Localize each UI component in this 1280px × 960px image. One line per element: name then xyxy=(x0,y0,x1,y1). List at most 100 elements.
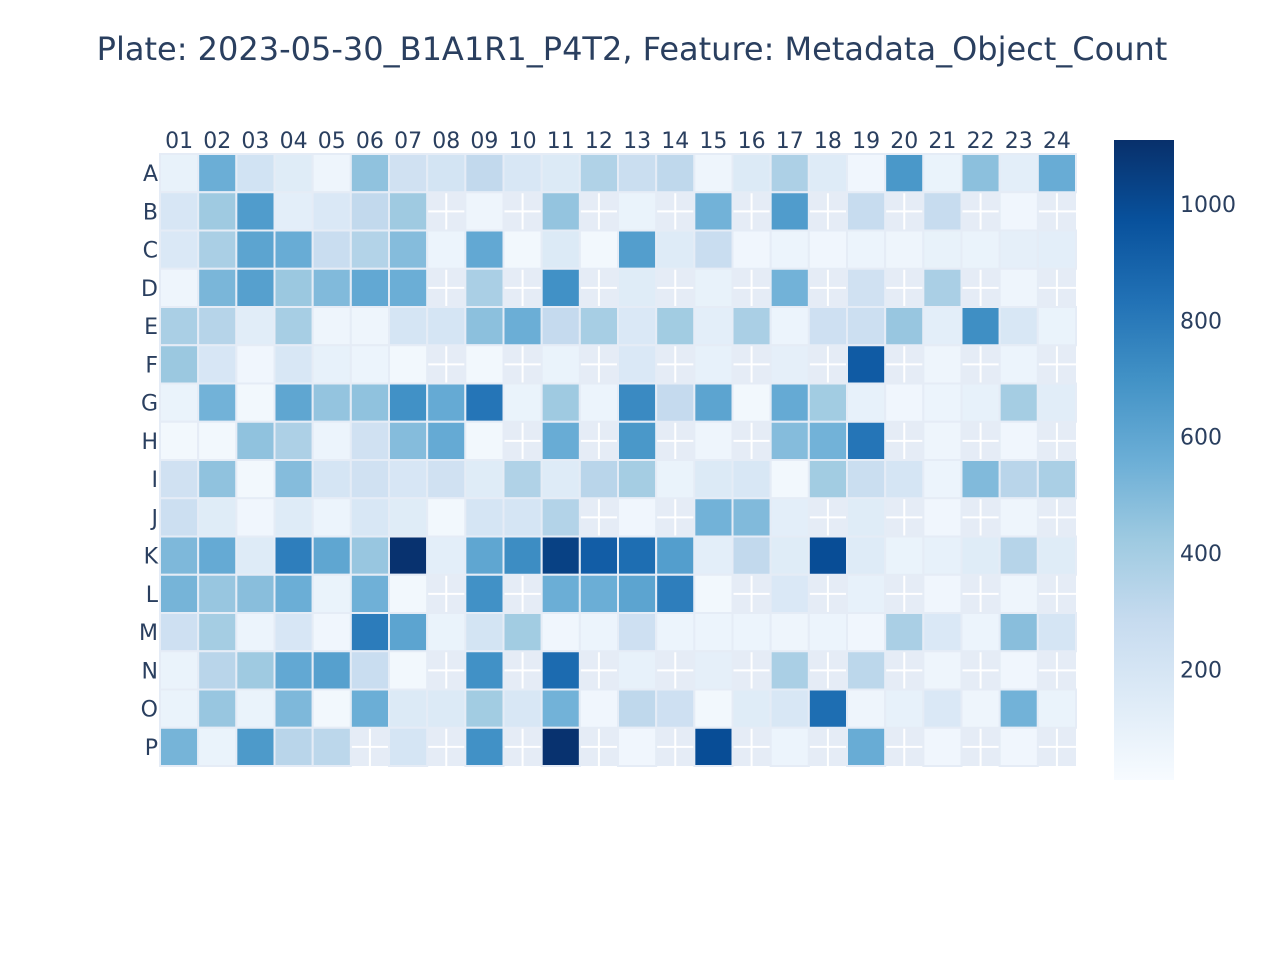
heatmap-cell-M22 xyxy=(960,612,1001,653)
heatmap-cell-G12 xyxy=(578,382,619,423)
heatmap-cell-B23 xyxy=(998,191,1039,232)
heatmap-cell-O13 xyxy=(617,688,658,729)
heatmap-cell-F09 xyxy=(464,344,505,385)
heatmap-cell-K01 xyxy=(159,535,200,576)
heatmap-cell-G20 xyxy=(884,382,925,423)
heatmap-cell-D13 xyxy=(617,267,658,308)
heatmap-cell-O17 xyxy=(769,688,810,729)
x-tick-label: 02 xyxy=(203,129,231,154)
heatmap-cell-P17 xyxy=(769,726,810,767)
heatmap-cell-K24 xyxy=(1036,535,1078,576)
heatmap-cell-P01 xyxy=(159,726,200,767)
heatmap-cell-P05 xyxy=(311,726,352,767)
heatmap-cell-H08 xyxy=(426,420,467,461)
heatmap-cell-G11 xyxy=(540,382,581,423)
heatmap-cell-C11 xyxy=(540,229,581,270)
heatmap-cell-B17 xyxy=(769,191,810,232)
heatmap-cell-O16 xyxy=(731,688,772,729)
heatmap-cell-D07 xyxy=(388,267,429,308)
x-tick-label: 21 xyxy=(928,129,956,154)
heatmap-cell-D23 xyxy=(998,267,1039,308)
x-tick-label: 08 xyxy=(432,129,460,154)
heatmap-cell-M04 xyxy=(273,612,314,653)
heatmap-cell-H06 xyxy=(349,420,391,461)
heatmap-cell-H04 xyxy=(273,420,314,461)
heatmap-cell-J02 xyxy=(197,497,238,538)
heatmap-cell-I21 xyxy=(922,459,963,500)
heatmap-cell-C18 xyxy=(807,229,848,270)
heatmap-cell-J23 xyxy=(998,497,1039,538)
plot-area xyxy=(159,153,1078,767)
heatmap-cell-K12 xyxy=(578,535,619,576)
heatmap-cell-L06 xyxy=(349,573,391,614)
heatmap-cell-O07 xyxy=(388,688,429,729)
heatmap-cell-K18 xyxy=(807,535,848,576)
heatmap-cell-A03 xyxy=(235,153,276,194)
heatmap-cell-L15 xyxy=(693,573,734,614)
heatmap-cell-L09 xyxy=(464,573,505,614)
heatmap-cell-F06 xyxy=(349,344,391,385)
colorbar-tick-label: 600 xyxy=(1180,426,1222,451)
heatmap-cell-N11 xyxy=(540,650,581,691)
heatmap-cell-I01 xyxy=(159,459,200,500)
heatmap-cell-B06 xyxy=(349,191,391,232)
x-tick-label: 22 xyxy=(967,129,995,154)
x-tick-label: 20 xyxy=(890,129,918,154)
heatmap-cell-G03 xyxy=(235,382,276,423)
heatmap-cell-G13 xyxy=(617,382,658,423)
heatmap-cell-G05 xyxy=(311,382,352,423)
heatmap-cell-I06 xyxy=(349,459,391,500)
heatmap-cell-K03 xyxy=(235,535,276,576)
heatmap-cell-N15 xyxy=(693,650,734,691)
heatmap-cell-A15 xyxy=(693,153,734,194)
heatmap-cell-K17 xyxy=(769,535,810,576)
y-tick-label: O xyxy=(141,698,158,723)
heatmap-cell-M01 xyxy=(159,612,200,653)
heatmap-cell-O05 xyxy=(311,688,352,729)
heatmap-cell-C10 xyxy=(502,229,543,270)
heatmap-cell-A22 xyxy=(960,153,1001,194)
heatmap-cell-M17 xyxy=(769,612,810,653)
heatmap-cell-L12 xyxy=(578,573,619,614)
colorbar: 200 400 600 800 1000 xyxy=(1114,140,1236,780)
heatmap-cell-M02 xyxy=(197,612,238,653)
heatmap-cell-J07 xyxy=(388,497,429,538)
heatmap-cell-A05 xyxy=(311,153,352,194)
heatmap-cell-H02 xyxy=(197,420,238,461)
heatmap-cell-H11 xyxy=(540,420,581,461)
heatmap-cell-J09 xyxy=(464,497,505,538)
heatmap-cell-C17 xyxy=(769,229,810,270)
heatmap-cell-H13 xyxy=(617,420,658,461)
heatmap-cell-B03 xyxy=(235,191,276,232)
heatmap-cell-E01 xyxy=(159,306,200,347)
heatmap-cell-C23 xyxy=(998,229,1039,270)
heatmap-cell-K20 xyxy=(884,535,925,576)
heatmap-cell-E08 xyxy=(426,306,467,347)
heatmap-cell-G16 xyxy=(731,382,772,423)
heatmap-cell-B19 xyxy=(846,191,887,232)
heatmap-cell-E03 xyxy=(235,306,276,347)
heatmap-cell-A24 xyxy=(1036,153,1078,194)
x-tick-label: 05 xyxy=(318,129,346,154)
heatmap-cell-P04 xyxy=(273,726,314,767)
heatmap-cell-M23 xyxy=(998,612,1039,653)
heatmap-cell-I14 xyxy=(655,459,696,500)
heatmap-cell-E14 xyxy=(655,306,696,347)
heatmap-cell-J03 xyxy=(235,497,276,538)
heatmap-cell-J11 xyxy=(540,497,581,538)
y-tick-label: B xyxy=(143,200,158,225)
heatmap-cell-E22 xyxy=(960,306,1001,347)
heatmap-cell-L17 xyxy=(769,573,810,614)
heatmap-cell-O18 xyxy=(807,688,848,729)
heatmap-cell-O10 xyxy=(502,688,543,729)
heatmap-cell-K06 xyxy=(349,535,391,576)
heatmap-cell-I10 xyxy=(502,459,543,500)
y-tick-label: M xyxy=(139,621,158,646)
heatmap-cell-B07 xyxy=(388,191,429,232)
heatmap-cell-E10 xyxy=(502,306,543,347)
heatmap-cell-K05 xyxy=(311,535,352,576)
heatmap-cell-K21 xyxy=(922,535,963,576)
heatmap-cell-M11 xyxy=(540,612,581,653)
